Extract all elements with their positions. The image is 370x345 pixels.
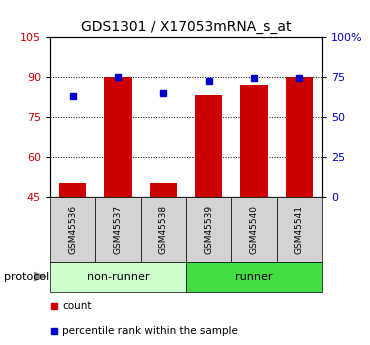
- Bar: [50, 197, 95, 262]
- Text: GSM45541: GSM45541: [295, 205, 304, 254]
- Text: GSM45538: GSM45538: [159, 205, 168, 254]
- Bar: [95, 197, 141, 262]
- Text: non-runner: non-runner: [87, 272, 149, 282]
- Bar: [231, 197, 277, 262]
- Polygon shape: [34, 272, 47, 282]
- Text: GSM45540: GSM45540: [249, 205, 258, 254]
- Text: percentile rank within the sample: percentile rank within the sample: [62, 326, 238, 336]
- Bar: [149, 183, 177, 197]
- Title: GDS1301 / X17053mRNA_s_at: GDS1301 / X17053mRNA_s_at: [81, 20, 291, 34]
- Bar: [240, 85, 268, 197]
- Text: count: count: [62, 300, 92, 310]
- Text: GSM45539: GSM45539: [204, 205, 213, 254]
- Bar: [186, 197, 231, 262]
- Text: GSM45537: GSM45537: [114, 205, 122, 254]
- Bar: [59, 183, 86, 197]
- Text: runner: runner: [235, 272, 273, 282]
- Text: protocol: protocol: [4, 272, 49, 282]
- Bar: [104, 77, 132, 197]
- Text: GSM45536: GSM45536: [68, 205, 77, 254]
- Bar: [286, 77, 313, 197]
- Bar: [195, 95, 222, 197]
- Bar: [277, 197, 322, 262]
- Bar: [186, 262, 322, 292]
- Bar: [50, 262, 186, 292]
- Bar: [141, 197, 186, 262]
